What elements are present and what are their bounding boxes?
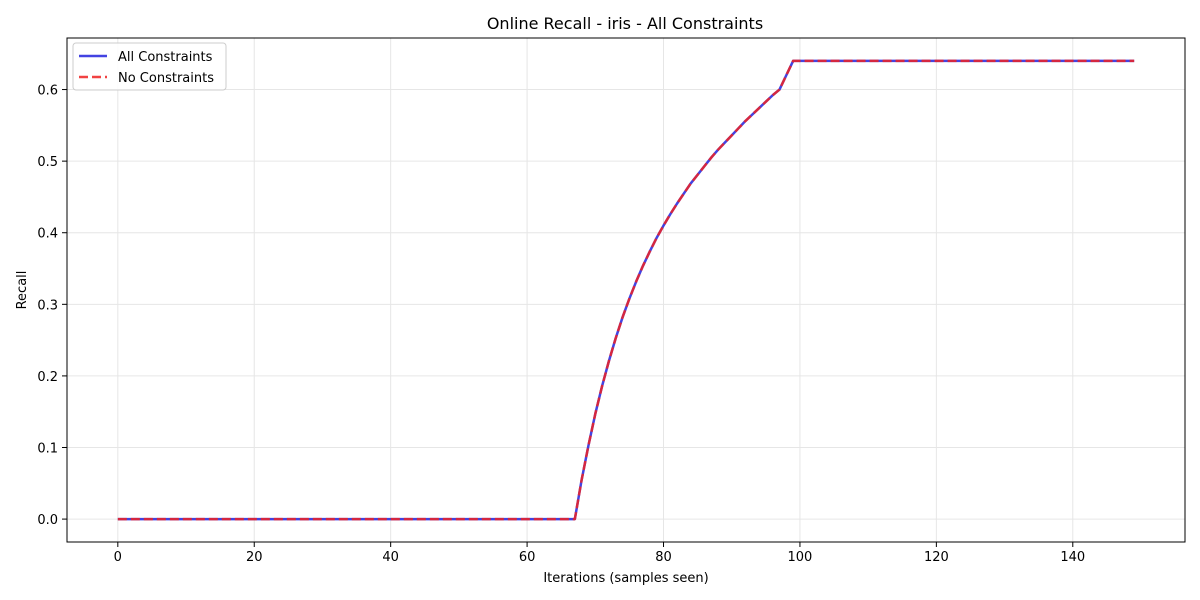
x-axis-title: Iterations (samples seen) [543, 571, 708, 586]
y-tick-label: 0.3 [37, 298, 58, 313]
x-tick-label: 40 [382, 550, 399, 565]
legend-label-no-constraints: No Constraints [118, 71, 214, 86]
x-tick-label: 20 [246, 550, 263, 565]
x-axis: 0 20 40 60 80 100 120 140 [114, 542, 1085, 565]
series-layer [117, 59, 1135, 521]
y-axis: 0.0 0.1 0.2 0.3 0.4 0.5 0.6 [37, 84, 67, 528]
x-tick-label: 100 [788, 550, 813, 565]
x-tick-label: 140 [1060, 550, 1085, 565]
y-tick-label: 0.0 [37, 513, 58, 528]
x-tick-label: 0 [114, 550, 122, 565]
y-tick-label: 0.2 [37, 370, 58, 385]
x-tick-label: 60 [519, 550, 536, 565]
chart-title: Online Recall - iris - All Constraints [487, 14, 763, 33]
x-tick-label: 80 [655, 550, 672, 565]
legend-frame [72, 42, 227, 91]
series-line-all-constraints [117, 59, 1135, 521]
y-axis-title: Recall [15, 271, 30, 310]
y-tick-label: 0.6 [37, 84, 58, 99]
y-tick-label: 0.1 [37, 442, 58, 457]
y-tick-label: 0.5 [37, 155, 58, 170]
plot-frame [66, 37, 1186, 543]
legend: All Constraints No Constraints [72, 42, 227, 91]
legend-label-all-constraints: All Constraints [118, 50, 213, 65]
y-tick-label: 0.4 [37, 227, 58, 242]
x-tick-label: 120 [924, 550, 949, 565]
